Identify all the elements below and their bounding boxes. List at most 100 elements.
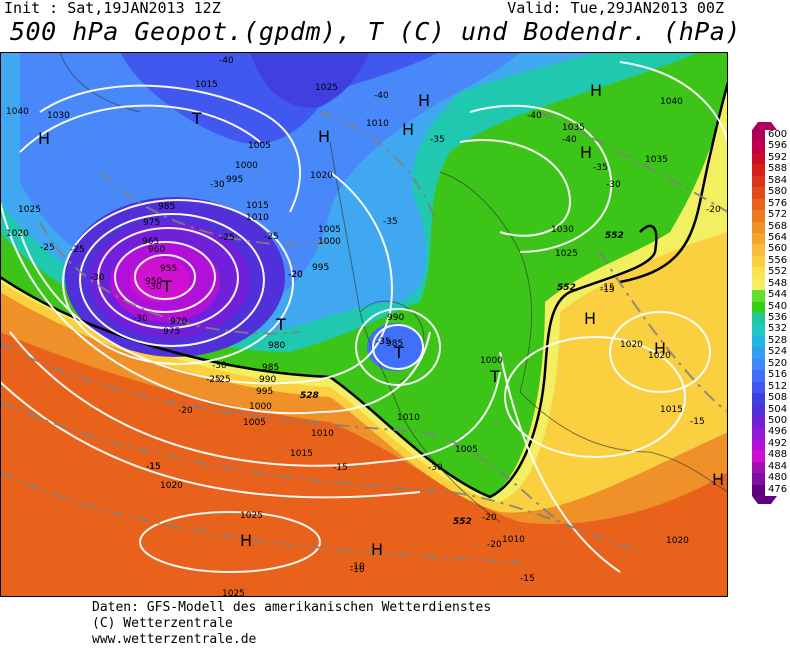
geopotential-label: 528 xyxy=(300,391,319,401)
pressure-label: 1020 xyxy=(160,481,183,491)
legend-swatch xyxy=(752,187,765,199)
legend-swatch xyxy=(752,210,765,222)
map-footer: Daten: GFS-Modell des amerikanischen Wet… xyxy=(92,600,491,648)
temperature-label: -25 xyxy=(216,375,231,385)
legend-row: 516 xyxy=(752,369,790,382)
legend-swatch xyxy=(752,267,765,279)
legend-row: 480 xyxy=(752,472,790,485)
legend-label: 564 xyxy=(768,231,788,243)
pressure-label: 995 xyxy=(256,387,273,397)
legend-label: 576 xyxy=(768,197,788,209)
legend-swatch xyxy=(752,244,765,256)
legend-swatch xyxy=(752,335,765,348)
legend-row: 500 xyxy=(752,414,790,428)
legend-row: 512 xyxy=(752,381,790,394)
low-center-marker: T xyxy=(191,109,202,128)
low-center-marker: T xyxy=(393,343,404,362)
pressure-label: 1030 xyxy=(551,225,574,235)
legend-row: 528 xyxy=(752,335,790,348)
legend-row: 496 xyxy=(752,426,790,439)
temperature-label: -25 xyxy=(70,245,85,255)
legend-row: 596 xyxy=(752,140,790,153)
temperature-label: -20 xyxy=(706,205,721,215)
temperature-label: -35 xyxy=(383,217,398,227)
legend-label: 572 xyxy=(768,209,788,221)
legend-row: 576 xyxy=(752,197,790,211)
pressure-label: 1000 xyxy=(235,161,258,171)
legend-label: 596 xyxy=(768,140,788,152)
temperature-label: -35 xyxy=(430,135,445,145)
legend-row: 524 xyxy=(752,346,790,359)
legend-label: 600 xyxy=(768,129,788,140)
pressure-label: 1010 xyxy=(366,119,389,129)
geopotential-contour-ne xyxy=(619,81,728,284)
legend-swatch xyxy=(752,450,765,462)
temperature-label: -15 xyxy=(600,285,615,295)
low-ring-4 xyxy=(130,258,190,302)
high-center-marker: H xyxy=(590,81,602,100)
legend-label: 488 xyxy=(768,449,788,461)
low-center-marker: T xyxy=(489,367,500,386)
legend-row: 568 xyxy=(752,221,790,233)
legend-swatch xyxy=(752,221,765,233)
valid-time-label: Valid: Tue,29JAN2013 00Z xyxy=(507,0,724,17)
temperature-label: -25 xyxy=(206,375,221,385)
pressure-label: 1035 xyxy=(562,123,585,133)
legend-row: 520 xyxy=(752,358,790,371)
pressure-label: 990 xyxy=(387,313,404,323)
temperature-label: -25 xyxy=(264,232,279,242)
legend-label: 560 xyxy=(768,243,788,255)
temperature-label: -25 xyxy=(40,243,55,253)
temperature-label: -20 xyxy=(288,270,303,280)
pressure-label: 1025 xyxy=(18,205,41,215)
temperature-label: -15 xyxy=(146,462,161,472)
legend-row: 532 xyxy=(752,323,790,336)
legend-swatch xyxy=(752,301,765,313)
legend-top-cap xyxy=(752,122,777,130)
legend-swatch xyxy=(752,278,765,291)
data-source-text: Daten: GFS-Modell des amerikanischen Wet… xyxy=(92,600,492,615)
legend-row: 560 xyxy=(752,243,790,256)
pressure-label: 1020 xyxy=(648,351,671,361)
legend-label: 480 xyxy=(768,472,788,484)
high-center-marker: H xyxy=(38,129,50,148)
geopotential-label: 552 xyxy=(605,231,624,241)
temperature-label: -20 xyxy=(487,540,502,550)
pressure-label: 1030 xyxy=(47,111,70,121)
legend-row: 592 xyxy=(752,152,790,165)
pressure-label: 1035 xyxy=(645,155,668,165)
geopotential-label: 552 xyxy=(557,283,576,293)
temperature-label: -30 xyxy=(606,180,621,190)
temperature-label: -30 xyxy=(212,361,227,371)
pressure-label: 950 xyxy=(145,277,162,287)
pressure-label: 1025 xyxy=(315,83,338,93)
high-center-marker: H xyxy=(654,339,666,358)
high-center-marker: H xyxy=(402,120,414,139)
legend-swatch xyxy=(752,461,765,474)
pressure-label: 955 xyxy=(160,264,177,274)
legend-label: 496 xyxy=(768,426,788,438)
legend-label: 584 xyxy=(768,174,788,186)
legend-label: 544 xyxy=(768,289,788,301)
legend-label: 484 xyxy=(768,460,788,472)
pressure-label: 1025 xyxy=(555,249,578,259)
legend-row: 564 xyxy=(752,231,790,245)
legend-swatch xyxy=(752,198,765,211)
temperature-labels: -40 -40 -40 -35 -35 -40 -35 -30 -30 -25 … xyxy=(40,56,721,584)
high-center-marker: H xyxy=(584,309,596,328)
pressure-label: 1020 xyxy=(620,340,643,350)
legend-label: 508 xyxy=(768,392,788,404)
geopotential-labels: 528 552 552 552 xyxy=(300,231,624,527)
temperature-label: -30 xyxy=(90,273,105,283)
legend-label: 532 xyxy=(768,323,788,335)
legend-label: 540 xyxy=(768,300,788,312)
legend-swatch xyxy=(752,232,765,245)
legend-label: 492 xyxy=(768,437,788,449)
legend-swatch xyxy=(752,347,765,359)
pressure-label: 960 xyxy=(148,245,165,255)
pressure-label: 1020 xyxy=(310,171,333,181)
high-center-marker: H xyxy=(240,531,252,550)
temperature-label: -35 xyxy=(593,163,608,173)
legend-label: 500 xyxy=(768,414,788,426)
geopotential-552-contour xyxy=(0,224,658,499)
